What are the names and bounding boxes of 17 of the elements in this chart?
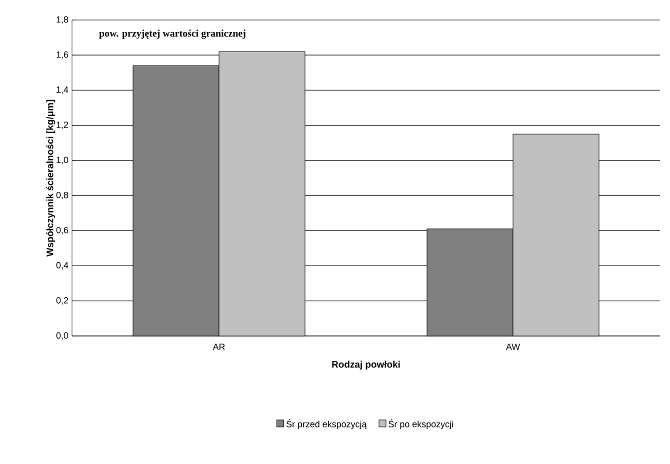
y-tick-label: 0,8 xyxy=(56,192,68,200)
legend-label: Śr przed ekspozycją xyxy=(286,419,367,430)
y-tick-label: 0,6 xyxy=(56,226,68,234)
y-tick-label: 1,6 xyxy=(56,51,68,59)
y-tick-label: 0,4 xyxy=(56,262,68,270)
x-tick-label: AW xyxy=(506,344,520,350)
y-tick-label: 1,2 xyxy=(56,122,68,130)
legend-label: Śr po ekspozycji xyxy=(388,419,453,430)
y-axis-title: Współczynnik ścieralności [kg/μm] xyxy=(46,100,56,257)
y-tick-label: 0,0 xyxy=(56,332,68,340)
y-tick-label: 1,4 xyxy=(56,86,68,94)
y-tick-label: 1,8 xyxy=(56,16,68,24)
y-tick-label: 0,2 xyxy=(56,297,68,305)
x-tick-label: AR xyxy=(212,344,225,350)
y-tick-label: 1,0 xyxy=(56,156,68,164)
x-axis-title: Rodzaj powłoki xyxy=(332,360,400,370)
annotation: pow. przyjętej wartości granicznej xyxy=(99,30,246,39)
